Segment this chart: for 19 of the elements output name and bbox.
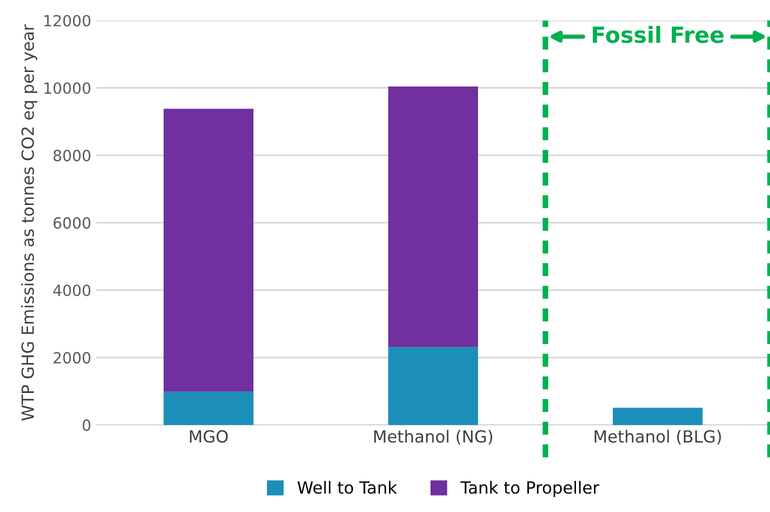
x-tick-label: Methanol (BLG) (594, 430, 721, 445)
bar (612, 408, 703, 425)
legend-label: Well to Tank (298, 480, 398, 494)
y-tick-label: 8000 (54, 150, 90, 162)
y-tick-label: 12000 (44, 14, 90, 26)
y-tick-label: 10000 (44, 82, 90, 94)
y-tick-label: 2000 (54, 352, 90, 364)
x-tick-label: Methanol (NG) (374, 430, 492, 445)
bar (388, 86, 478, 348)
y-tick-label: 6000 (54, 217, 90, 229)
legend-label: Tank to Propeller (460, 480, 600, 498)
y-axis-title: WTP GHG Emissions as tonnes CO2 eq per year (21, 24, 38, 421)
y-tick-label: 0 (82, 419, 90, 431)
bar (164, 108, 254, 392)
bar (388, 347, 478, 425)
x-tick-label: MGO (190, 430, 228, 443)
annotation: Fossil Free (592, 26, 724, 44)
bar (164, 392, 254, 425)
y-tick-label: 4000 (53, 284, 90, 296)
